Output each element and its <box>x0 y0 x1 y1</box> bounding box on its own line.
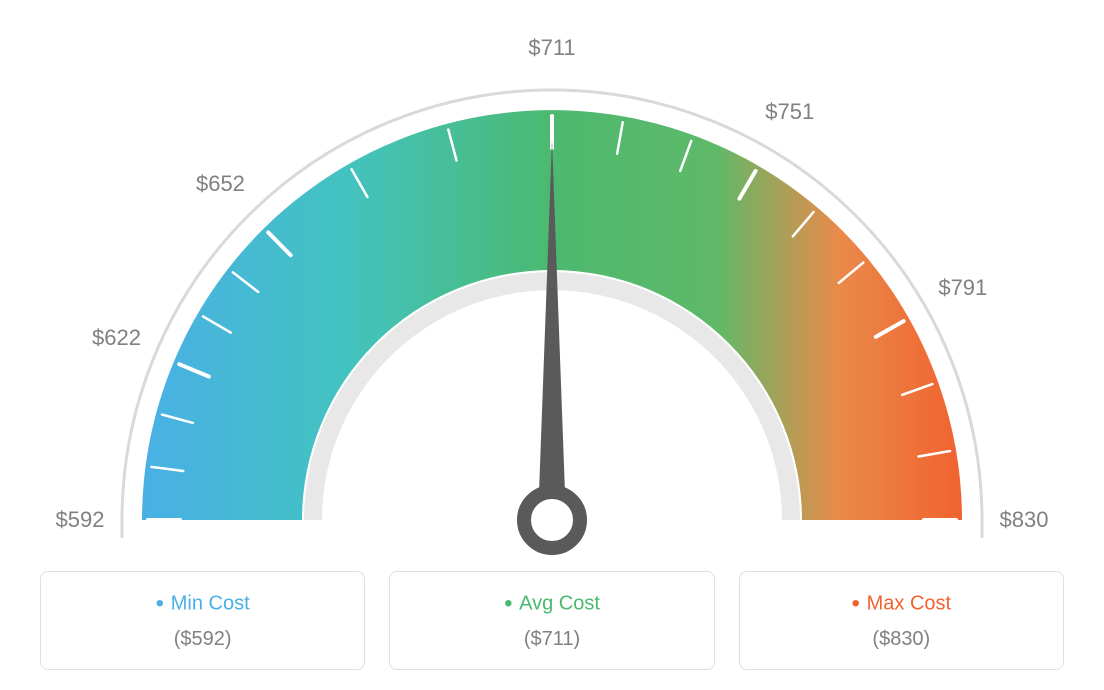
gauge-tick-label: $592 <box>56 507 105 533</box>
gauge-tick-label: $652 <box>196 171 245 197</box>
legend-card-min: Min Cost ($592) <box>40 571 365 670</box>
gauge-chart: $592 $622 $652 $711 $751 $791 $830 <box>0 0 1104 560</box>
legend-title-max: Max Cost <box>760 590 1043 618</box>
legend-card-avg: Avg Cost ($711) <box>389 571 714 670</box>
gauge-tick-label: $791 <box>938 275 987 301</box>
legend-value-avg: ($711) <box>410 628 693 651</box>
legend-value-min: ($592) <box>61 628 344 651</box>
legend-title-min: Min Cost <box>61 590 344 618</box>
legend-value-max: ($830) <box>760 628 1043 651</box>
legend-title-avg: Avg Cost <box>410 590 693 618</box>
legend-card-max: Max Cost ($830) <box>739 571 1064 670</box>
legend-row: Min Cost ($592) Avg Cost ($711) Max Cost… <box>0 571 1104 670</box>
gauge-tick-label: $711 <box>528 35 575 61</box>
gauge-tick-label: $622 <box>92 325 141 351</box>
gauge-tick-label: $830 <box>1000 507 1049 533</box>
gauge-tick-label: $751 <box>765 99 814 125</box>
